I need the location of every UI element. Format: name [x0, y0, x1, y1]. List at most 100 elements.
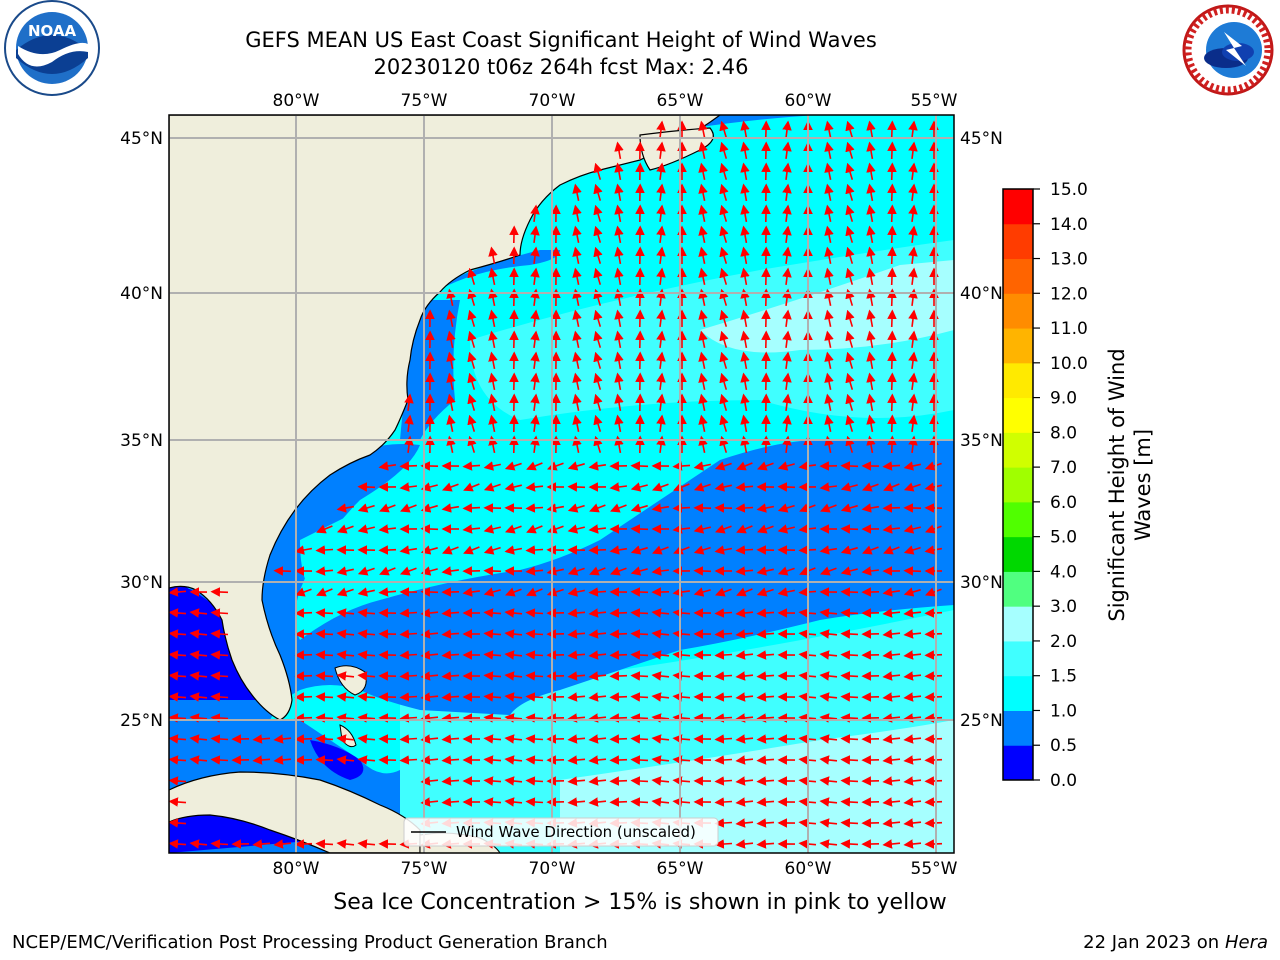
- wave-direction-arrow: [819, 776, 838, 786]
- wave-direction-arrow: [656, 120, 666, 139]
- wave-direction-arrow: [567, 566, 585, 576]
- wave-direction-arrow: [782, 351, 792, 370]
- wave-direction-arrow: [824, 204, 834, 222]
- wave-direction-arrow: [908, 246, 918, 265]
- wave-direction-arrow: [614, 414, 624, 433]
- wave-direction-arrow: [651, 629, 670, 639]
- wave-direction-arrow: [588, 608, 607, 618]
- wave-direction-arrow: [614, 330, 624, 349]
- wave-direction-arrow: [845, 267, 855, 285]
- wave-direction-arrow: [572, 393, 582, 411]
- wave-direction-arrow: [882, 797, 901, 807]
- wave-direction-arrow: [609, 608, 628, 618]
- wave-direction-arrow: [441, 671, 460, 681]
- colorbar-label-line1: Significant Height of Wind: [1105, 348, 1129, 621]
- sea-ice-note: Sea Ice Concentration > 15% is shown in …: [333, 890, 947, 915]
- wave-direction-arrow: [819, 797, 838, 807]
- wave-direction-arrow: [693, 545, 711, 555]
- wave-direction-arrow: [610, 503, 627, 513]
- wave-direction-arrow: [698, 225, 708, 243]
- wave-direction-arrow: [882, 524, 900, 534]
- wave-direction-arrow: [525, 650, 544, 660]
- wave-direction-arrow: [609, 650, 628, 660]
- wave-direction-arrow: [609, 713, 628, 723]
- wave-direction-arrow: [609, 671, 628, 681]
- wave-direction-arrow: [189, 713, 208, 723]
- wave-direction-arrow: [698, 393, 708, 411]
- footer-date: 22 Jan 2023 on Hera: [1083, 932, 1268, 953]
- wave-direction-arrow: [525, 692, 544, 702]
- wave-direction-arrow: [903, 671, 922, 681]
- wave-direction-arrow: [782, 330, 792, 349]
- wave-direction-arrow: [698, 246, 708, 264]
- wave-direction-arrow: [819, 608, 838, 618]
- wave-direction-arrow: [399, 629, 418, 639]
- wave-direction-arrow: [609, 629, 628, 639]
- wave-direction-arrow: [656, 330, 666, 349]
- wave-direction-arrow: [672, 629, 691, 639]
- wave-direction-arrow: [357, 713, 376, 723]
- svg-text:25°N: 25°N: [120, 711, 163, 731]
- wave-direction-arrow: [525, 797, 544, 807]
- wave-direction-arrow: [609, 776, 628, 786]
- wave-direction-arrow: [819, 839, 838, 849]
- wave-direction-arrow: [526, 524, 543, 534]
- left-lat-labels: 45°N 40°N 35°N 30°N 25°N: [120, 129, 163, 731]
- wave-direction-arrow: [882, 608, 901, 618]
- wave-direction-arrow: [169, 755, 187, 765]
- wave-direction-arrow: [614, 351, 624, 370]
- wave-direction-arrow: [735, 797, 754, 807]
- wave-direction-arrow: [530, 330, 540, 349]
- wave-direction-arrow: [526, 587, 543, 597]
- wave-direction-arrow: [530, 204, 540, 223]
- wave-direction-arrow: [908, 267, 918, 286]
- wave-direction-arrow: [672, 671, 691, 681]
- wave-direction-arrow: [924, 461, 942, 471]
- wave-direction-arrow: [614, 141, 624, 160]
- wave-direction-arrow: [693, 587, 711, 597]
- wave-direction-arrow: [887, 183, 897, 202]
- wave-direction-arrow: [782, 267, 792, 286]
- wave-direction-arrow: [441, 734, 460, 744]
- wave-direction-arrow: [719, 225, 729, 243]
- wave-direction-arrow: [735, 503, 754, 513]
- wave-direction-arrow: [656, 204, 666, 223]
- wave-direction-arrow: [252, 755, 271, 765]
- wave-direction-arrow: [845, 309, 855, 327]
- wave-direction-arrow: [609, 734, 628, 744]
- wave-direction-arrow: [652, 545, 669, 555]
- wave-direction-arrow: [845, 141, 855, 159]
- wave-direction-arrow: [735, 818, 754, 828]
- wave-direction-arrow: [651, 692, 670, 702]
- wave-direction-arrow: [446, 330, 456, 348]
- wave-direction-arrow: [525, 566, 544, 576]
- wave-direction-arrow: [504, 482, 522, 492]
- wave-direction-arrow: [315, 839, 334, 849]
- wave-direction-arrow: [357, 629, 376, 639]
- wave-direction-arrow: [845, 120, 855, 138]
- wave-direction-arrow: [572, 183, 582, 201]
- colorbar-segment: [1003, 397, 1033, 433]
- wave-direction-arrow: [399, 671, 418, 681]
- colorbar-segment: [1003, 710, 1033, 746]
- wave-direction-arrow: [924, 671, 943, 681]
- wave-direction-arrow: [824, 183, 834, 201]
- gridlines: [169, 115, 954, 853]
- wave-direction-arrow: [840, 839, 859, 849]
- wave-direction-arrow: [887, 414, 897, 433]
- wave-direction-arrow: [294, 608, 313, 618]
- wave-direction-arrow: [740, 246, 750, 265]
- wave-direction-arrow: [903, 650, 922, 660]
- wave-direction-arrow: [446, 393, 456, 411]
- svg-text:65°W: 65°W: [657, 859, 704, 879]
- wave-direction-arrow: [756, 503, 775, 513]
- wave-direction-arrow: [866, 309, 876, 328]
- wave-direction-arrow: [630, 797, 649, 807]
- wave-direction-arrow: [824, 162, 834, 180]
- wave-direction-arrow: [845, 183, 855, 201]
- wave-direction-arrow: [614, 183, 624, 202]
- wave-direction-arrow: [572, 351, 582, 369]
- wave-direction-arrow: [719, 351, 729, 369]
- wave-direction-arrow: [488, 267, 498, 286]
- wave-direction-arrow: [651, 671, 670, 681]
